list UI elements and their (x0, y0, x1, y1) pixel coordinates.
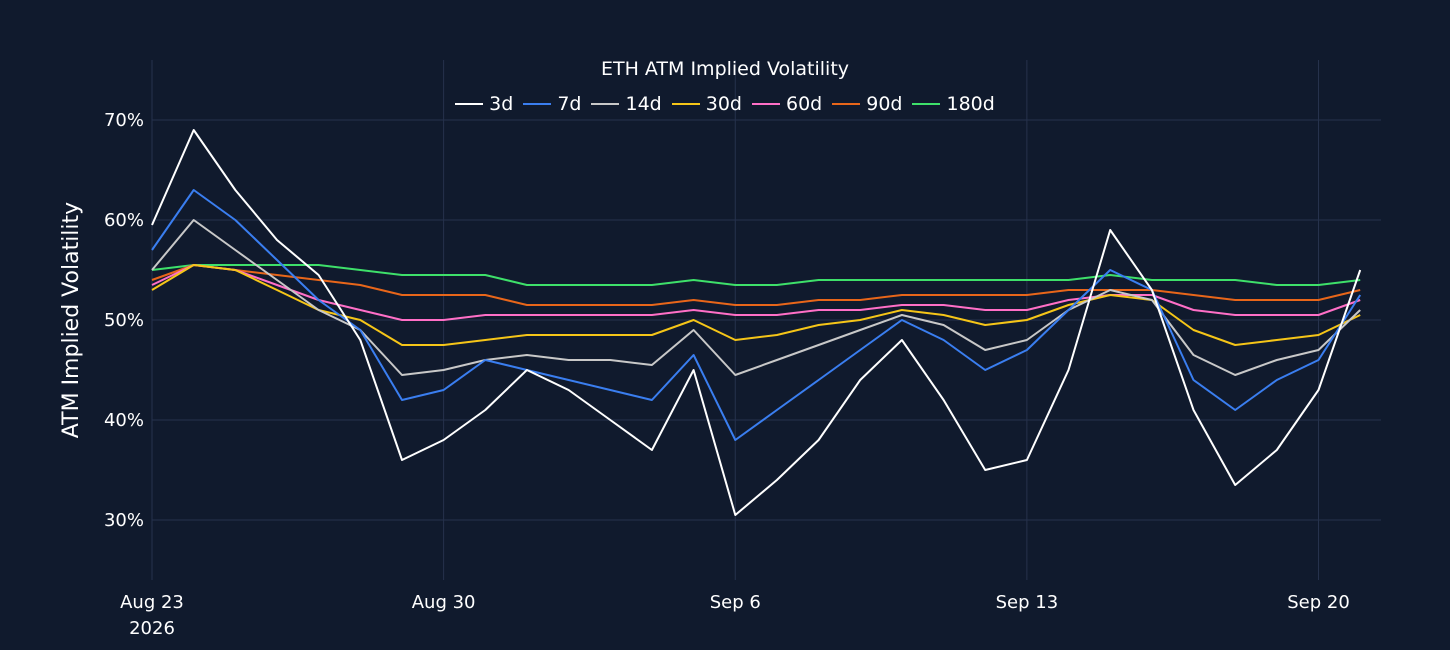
legend-label: 14d (625, 93, 662, 115)
series-line-3d (151, 129, 1362, 516)
x-tick-label: Sep 20 (1287, 592, 1350, 613)
legend-item-90d[interactable]: 90d (832, 93, 902, 115)
legend-item-3d[interactable]: 3d (455, 93, 513, 115)
chart-title: ETH ATM Implied Volatility (600, 58, 850, 80)
series-line-180d (151, 264, 1361, 286)
y-tick-label: 40% (104, 410, 144, 431)
legend-swatch (591, 103, 620, 105)
legend-label: 60d (785, 93, 823, 115)
legend-swatch (523, 103, 552, 105)
legend-swatch (455, 103, 484, 105)
x-tick-label: Aug 30 (412, 592, 476, 613)
series-line-7d (151, 189, 1362, 441)
y-tick-label: 70% (104, 110, 144, 131)
x-tick-label: Aug 23 (120, 592, 184, 613)
legend-label: 30d (705, 93, 742, 115)
legend-item-14d[interactable]: 14d (591, 93, 662, 115)
series-line-90d (151, 264, 1361, 306)
legend-item-30d[interactable]: 30d (671, 93, 742, 115)
y-tick-label: 50% (104, 310, 144, 331)
y-tick-label: 30% (104, 510, 144, 531)
chart-legend: 3d 7d 14d 30d 60d 90d 180d (0, 93, 1450, 115)
legend-item-180d[interactable]: 180d (912, 93, 995, 115)
legend-swatch (832, 103, 861, 105)
legend-label: 180d (946, 93, 995, 115)
legend-item-60d[interactable]: 60d (751, 93, 823, 115)
legend-swatch (912, 103, 941, 105)
series-line-60d (151, 264, 1361, 321)
legend-label: 3d (489, 93, 514, 115)
legend-item-7d[interactable]: 7d (523, 93, 581, 115)
legend-label: 90d (866, 93, 903, 115)
x-tick-label: Sep 13 (996, 592, 1059, 613)
legend-label: 7d (557, 93, 582, 115)
x-tick-label: Sep 6 (710, 592, 761, 613)
x-tick-year: 2026 (129, 618, 175, 639)
legend-swatch (671, 103, 700, 105)
y-tick-label: 60% (104, 210, 144, 231)
legend-swatch (751, 103, 780, 105)
y-axis-label: ATM Implied Volatility (59, 202, 84, 438)
